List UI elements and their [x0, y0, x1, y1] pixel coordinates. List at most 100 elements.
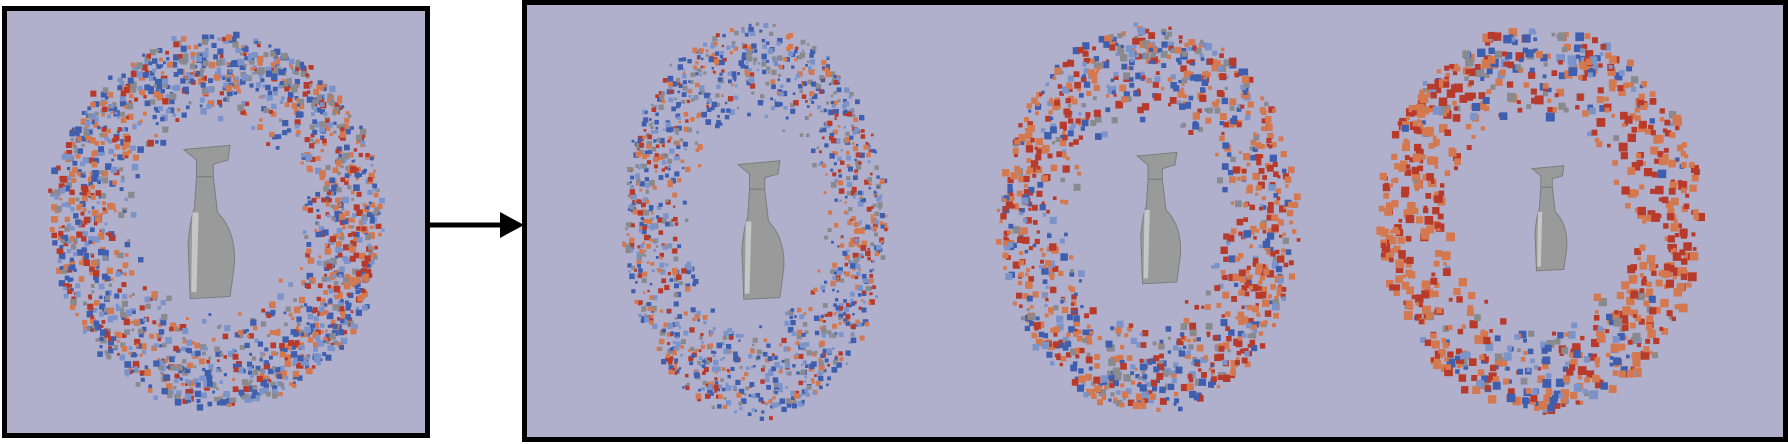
point: [634, 200, 638, 204]
point: [641, 306, 647, 312]
point: [878, 207, 882, 210]
point: [280, 376, 284, 380]
point: [142, 72, 149, 78]
point: [1696, 212, 1705, 222]
point: [362, 203, 367, 207]
point: [1086, 352, 1091, 357]
point: [715, 63, 719, 66]
point: [696, 55, 701, 59]
point: [1282, 232, 1286, 237]
point: [735, 333, 740, 338]
point: [316, 84, 322, 90]
point: [1140, 402, 1147, 409]
point: [693, 96, 697, 100]
point: [1280, 293, 1286, 299]
point: [1059, 362, 1063, 367]
point: [1453, 153, 1461, 162]
point: [1116, 390, 1121, 395]
point: [65, 142, 72, 148]
point: [636, 251, 641, 256]
point: [158, 329, 165, 335]
point: [1378, 205, 1385, 212]
point: [845, 314, 851, 320]
point: [1463, 365, 1469, 370]
point: [120, 342, 126, 348]
point: [264, 360, 269, 365]
point: [695, 148, 700, 153]
point: [55, 165, 61, 171]
point: [636, 260, 641, 265]
point: [759, 325, 763, 329]
point: [102, 177, 109, 184]
point: [200, 82, 206, 88]
point: [1449, 64, 1455, 69]
point: [170, 365, 176, 371]
point: [1506, 393, 1516, 403]
point: [1094, 354, 1100, 360]
point: [353, 232, 360, 238]
point: [1653, 136, 1661, 144]
point: [1093, 84, 1100, 91]
point: [647, 218, 653, 225]
point: [233, 83, 240, 90]
point: [772, 353, 775, 356]
point: [149, 74, 156, 81]
point: [337, 95, 343, 101]
point: [682, 386, 685, 389]
point: [682, 200, 687, 205]
point: [283, 67, 287, 72]
point: [156, 64, 162, 69]
point: [161, 387, 168, 395]
point: [1230, 201, 1235, 205]
point: [1659, 108, 1665, 114]
point: [1255, 269, 1261, 275]
point: [877, 185, 880, 189]
point: [322, 352, 327, 357]
point: [319, 323, 325, 328]
point: [1008, 223, 1014, 229]
point: [124, 241, 131, 248]
point: [98, 101, 103, 106]
point: [791, 403, 797, 409]
point: [677, 244, 682, 249]
point: [271, 67, 275, 71]
point: [1456, 296, 1463, 303]
point: [1208, 85, 1212, 90]
point: [1461, 386, 1469, 394]
point: [1453, 83, 1463, 93]
point: [1623, 82, 1630, 89]
point: [108, 348, 114, 354]
point: [828, 109, 834, 116]
point: [306, 96, 313, 103]
point: [1024, 325, 1030, 332]
point: [245, 329, 249, 332]
point: [370, 214, 375, 219]
point: [340, 164, 344, 169]
point: [700, 344, 705, 349]
point: [1263, 268, 1270, 275]
point: [294, 119, 301, 126]
point: [685, 286, 691, 292]
point: [665, 263, 669, 267]
point: [1272, 323, 1277, 328]
point: [1239, 348, 1245, 354]
point: [1050, 164, 1058, 172]
point: [107, 105, 111, 109]
point: [1545, 53, 1551, 59]
point: [1188, 344, 1194, 350]
point: [649, 282, 653, 286]
point: [1110, 326, 1115, 331]
point: [1576, 93, 1584, 101]
point: [1664, 236, 1669, 241]
point: [1272, 108, 1277, 113]
point: [149, 333, 155, 339]
point: [1022, 236, 1030, 244]
point: [627, 222, 633, 228]
point: [290, 351, 298, 358]
point: [226, 90, 233, 97]
point: [1054, 67, 1062, 75]
point: [698, 349, 702, 353]
point: [1221, 314, 1225, 318]
point: [1143, 397, 1149, 403]
point: [153, 296, 158, 301]
